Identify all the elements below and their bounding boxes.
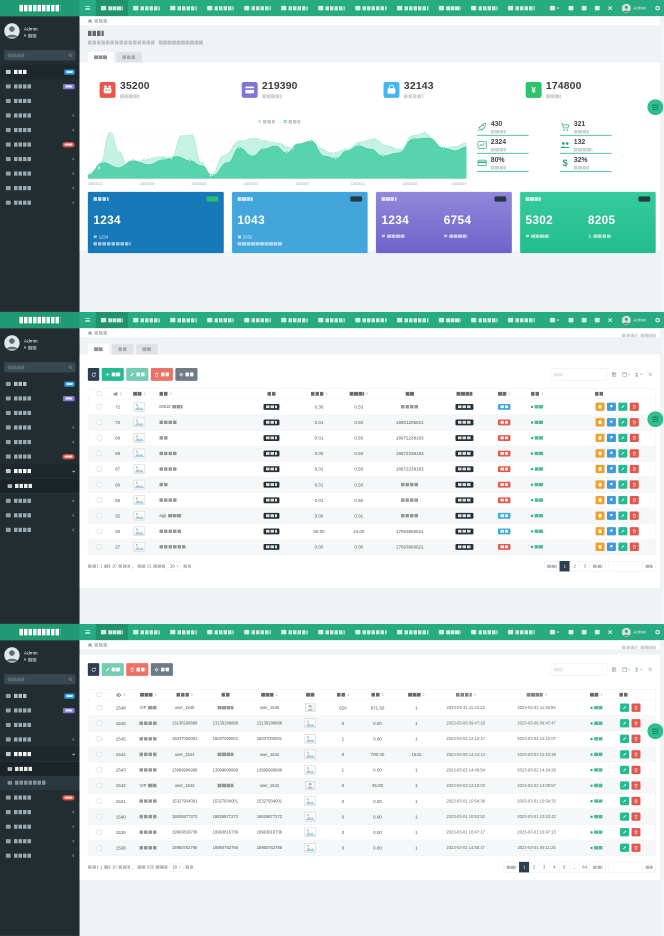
svg-text:18/03/11: 18/03/11 xyxy=(351,182,366,186)
svg-text:18/03/03: 18/03/03 xyxy=(243,182,258,186)
svg-text:18/03/19: 18/03/19 xyxy=(452,182,467,186)
svg-text:18/03/30: 18/03/30 xyxy=(192,182,207,186)
svg-text:18/03/07: 18/03/07 xyxy=(295,182,310,186)
svg-text:18/03/22: 18/03/22 xyxy=(88,182,103,186)
svg-text:¥: ¥ xyxy=(531,86,536,95)
svg-text:18/03/26: 18/03/26 xyxy=(140,182,155,186)
svg-text:18/03/15: 18/03/15 xyxy=(403,182,418,186)
svg-text:$: $ xyxy=(563,158,568,168)
